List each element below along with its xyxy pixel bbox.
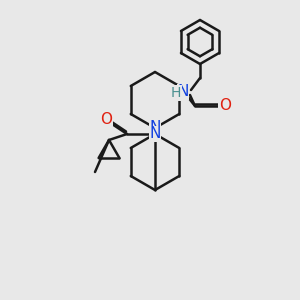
Text: N: N xyxy=(149,121,161,136)
Text: N: N xyxy=(149,127,161,142)
Text: N: N xyxy=(177,85,189,100)
Text: O: O xyxy=(100,112,112,128)
Text: O: O xyxy=(219,98,231,112)
Text: H: H xyxy=(171,86,181,100)
